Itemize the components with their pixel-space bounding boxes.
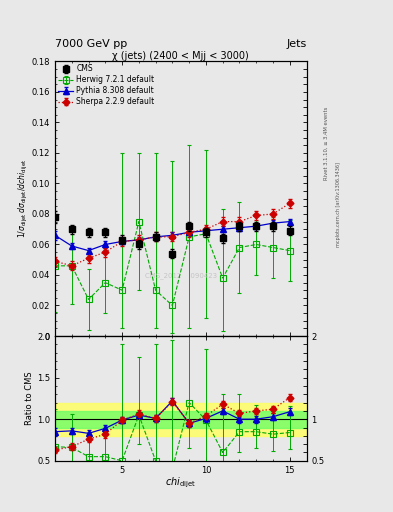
Y-axis label: Ratio to CMS: Ratio to CMS: [25, 372, 34, 425]
Bar: [55, 402, 307, 436]
Legend: CMS, Herwig 7.2.1 default, Pythia 8.308 default, Sherpa 2.2.9 default: CMS, Herwig 7.2.1 default, Pythia 8.308 …: [57, 63, 156, 108]
Y-axis label: $1/\sigma_{\rm dijet}\,d\sigma_{\rm dijet}/dchi_{\rm dijet}$: $1/\sigma_{\rm dijet}\,d\sigma_{\rm dije…: [17, 159, 30, 239]
Text: mcplots.cern.ch [arXiv:1306.3436]: mcplots.cern.ch [arXiv:1306.3436]: [336, 162, 341, 247]
Text: Rivet 3.1.10, ≥ 3.4M events: Rivet 3.1.10, ≥ 3.4M events: [324, 106, 329, 180]
Text: 7000 GeV pp: 7000 GeV pp: [55, 38, 127, 49]
Text: Jets: Jets: [286, 38, 307, 49]
Text: CMS_2012    090423: CMS_2012 090423: [145, 272, 217, 279]
Bar: [55, 411, 307, 428]
X-axis label: $chi_{\rm dijet}$: $chi_{\rm dijet}$: [165, 476, 196, 490]
Title: χ (jets) (2400 < Mjj < 3000): χ (jets) (2400 < Mjj < 3000): [112, 51, 249, 60]
